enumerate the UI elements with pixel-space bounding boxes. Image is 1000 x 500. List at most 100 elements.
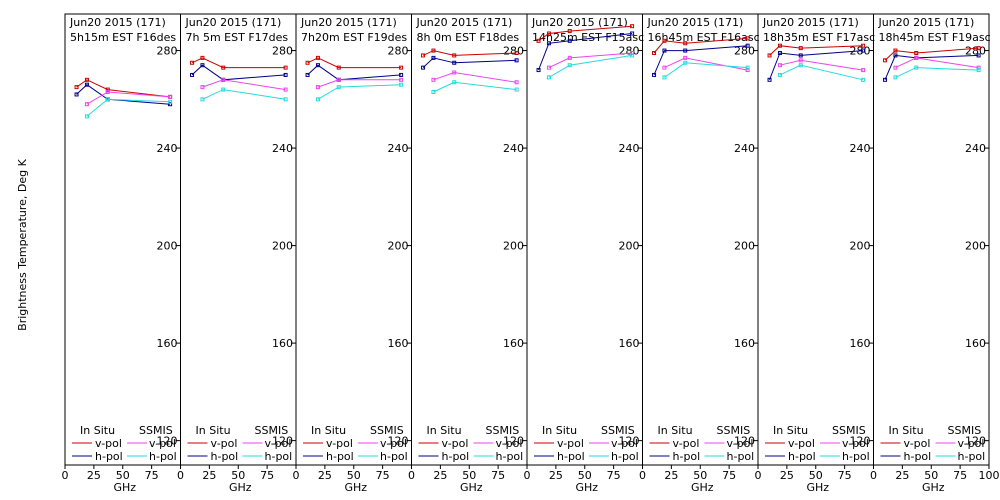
legend-label-ssmis_v: v-pol — [496, 437, 523, 450]
point-ssmis_v — [399, 77, 404, 82]
point-insitu_v — [221, 65, 226, 70]
point-ssmis_h — [861, 77, 866, 82]
y-tick-label: 240 — [503, 142, 524, 155]
legend-ssmis-heading: SSMIS — [370, 424, 404, 437]
y-tick-label: 120 — [965, 435, 986, 448]
point-ssmis_v — [683, 55, 688, 60]
x-axis-label: GHz — [691, 481, 714, 494]
legend-in-situ-heading: In Situ — [889, 424, 924, 437]
point-insitu_h — [514, 58, 519, 63]
point-insitu_h — [536, 68, 541, 73]
x-tick-label: 75 — [953, 469, 967, 482]
panels-group: Jun20 2015 (171) 5h15m EST F16des 120 160 20… — [62, 13, 1000, 494]
x-tick-label: 50 — [693, 469, 707, 482]
point-insitu_h — [190, 72, 195, 77]
panel-2: Jun20 2015 (171) 7h 5m EST F17des 120 160 20… — [177, 13, 297, 494]
y-tick-label: 240 — [388, 142, 409, 155]
x-tick-label: 0 — [639, 469, 646, 482]
point-ssmis_h — [168, 99, 173, 104]
legend-label-ssmis_v: v-pol — [727, 437, 754, 450]
x-tick-label: 50 — [578, 469, 592, 482]
point-ssmis_h — [514, 87, 519, 92]
y-tick-label: 200 — [388, 240, 409, 253]
x-tick-label: 75 — [607, 469, 621, 482]
y-tick-label: 160 — [388, 337, 409, 350]
point-insitu_v — [283, 65, 288, 70]
series-line-ssmis_v — [779, 59, 864, 71]
legend-label-insitu_h: h-pol — [904, 450, 932, 463]
series-line-insitu_v — [191, 57, 286, 69]
point-insitu_h — [861, 48, 866, 53]
legend-label-insitu_v: v-pol — [904, 437, 931, 450]
x-tick-label: 50 — [809, 469, 823, 482]
series-line-insitu_h — [307, 64, 402, 81]
panel-5: Jun20 2015 (171) 14h25m EST F15asc 120 160 2… — [524, 13, 644, 494]
point-insitu_h — [421, 65, 426, 70]
panel-title-time: 7h20m EST F19des — [301, 31, 407, 44]
series-line-insitu_v — [653, 37, 748, 54]
legend-label-ssmis_h: h-pol — [265, 450, 293, 463]
point-insitu_h — [567, 38, 572, 43]
x-tick-label: 75 — [260, 469, 274, 482]
point-insitu_h — [798, 53, 803, 58]
point-insitu_v — [84, 77, 89, 82]
panel-title-date: Jun20 2015 (171) — [647, 16, 744, 29]
legend-in-situ-heading: In Situ — [773, 424, 808, 437]
panel-title-date: Jun20 2015 (171) — [300, 16, 397, 29]
point-ssmis_h — [630, 53, 635, 58]
series-line-insitu_h — [769, 50, 864, 80]
y-tick-label: 160 — [272, 337, 293, 350]
y-tick-label: 120 — [503, 435, 524, 448]
y-tick-label: 280 — [503, 45, 524, 58]
x-axis-label: GHz — [113, 481, 136, 494]
point-insitu_v — [514, 51, 519, 56]
y-tick-label: 120 — [734, 435, 755, 448]
point-insitu_v — [546, 31, 551, 36]
point-ssmis_h — [683, 60, 688, 65]
legend-ssmis-heading: SSMIS — [717, 424, 751, 437]
point-ssmis_h — [336, 85, 341, 90]
point-insitu_v — [536, 38, 541, 43]
point-insitu_v — [399, 65, 404, 70]
point-insitu_h — [745, 43, 750, 48]
panel-title-time: 18h35m EST F17asc — [763, 31, 875, 44]
x-tick-label: 75 — [491, 469, 505, 482]
point-insitu_h — [168, 102, 173, 107]
x-tick-label: 25 — [549, 469, 563, 482]
legend-in-situ-heading: In Situ — [196, 424, 231, 437]
point-ssmis_h — [777, 72, 782, 77]
legend-label-insitu_h: h-pol — [442, 450, 470, 463]
panel-title-date: Jun20 2015 (171) — [69, 16, 166, 29]
point-ssmis_v — [567, 55, 572, 60]
y-tick-label: 280 — [157, 45, 178, 58]
x-tick-label: 25 — [202, 469, 216, 482]
y-tick-label: 200 — [850, 240, 871, 253]
legend-label-ssmis_h: h-pol — [496, 450, 524, 463]
y-tick-label: 120 — [157, 435, 178, 448]
series-line-ssmis_h — [664, 62, 748, 78]
legend-label-insitu_h: h-pol — [788, 450, 816, 463]
x-tick-label: 50 — [116, 469, 130, 482]
legend-label-insitu_h: h-pol — [557, 450, 585, 463]
point-ssmis_h — [798, 63, 803, 68]
point-ssmis_v — [431, 77, 436, 82]
y-tick-label: 200 — [157, 240, 178, 253]
point-insitu_h — [84, 82, 89, 87]
series-line-ssmis_v — [895, 57, 979, 69]
point-ssmis_h — [745, 65, 750, 70]
legend-ssmis-heading: SSMIS — [486, 424, 520, 437]
point-ssmis_v — [84, 102, 89, 107]
panel-title-time: 16h45m EST F16asc — [648, 31, 760, 44]
legend-label-ssmis_v: v-pol — [958, 437, 985, 450]
legend-label-ssmis_h: h-pol — [958, 450, 986, 463]
series-line-ssmis_v — [548, 52, 633, 69]
y-tick-label: 120 — [850, 435, 871, 448]
point-insitu_v — [315, 55, 320, 60]
point-ssmis_h — [546, 75, 551, 80]
point-insitu_v — [662, 38, 667, 43]
point-insitu_v — [777, 43, 782, 48]
legend-label-insitu_v: v-pol — [442, 437, 469, 450]
point-insitu_h — [200, 63, 205, 68]
